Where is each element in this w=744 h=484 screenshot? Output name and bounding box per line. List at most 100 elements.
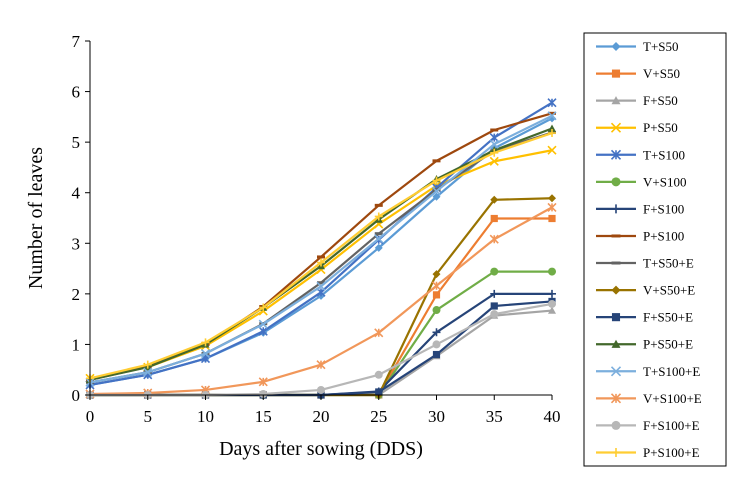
- x-tick-label: 20: [313, 407, 330, 426]
- data-point: [316, 360, 326, 370]
- legend-label: V+S50: [643, 66, 680, 81]
- data-point: [490, 267, 499, 276]
- data-point: [548, 124, 556, 132]
- legend-item: T+S100: [596, 147, 685, 162]
- data-point: [432, 188, 441, 192]
- legend-label: P+S100+E: [643, 445, 700, 460]
- data-point: [548, 194, 556, 203]
- legend-item: F+S100+E: [596, 418, 700, 433]
- legend-label: T+S100: [643, 147, 685, 162]
- y-axis-title: Number of leaves: [25, 147, 47, 289]
- data-point: [375, 388, 383, 396]
- data-point: [258, 377, 268, 387]
- data-point: [317, 385, 325, 394]
- legend-item: V+S100: [596, 174, 686, 189]
- data-point: [432, 340, 441, 349]
- legend-swatch-marker: [610, 366, 622, 377]
- data-point: [490, 214, 498, 223]
- data-point: [432, 176, 441, 185]
- series-P+S100+E: [86, 129, 556, 383]
- data-point: [374, 232, 383, 236]
- data-point: [490, 289, 499, 298]
- legend-swatch-marker: [611, 447, 621, 457]
- legend-swatch-marker: [611, 313, 621, 322]
- data-point: [547, 98, 557, 108]
- plot-area: [85, 98, 557, 399]
- legend-swatch-marker: [611, 42, 621, 52]
- series-line: [90, 300, 553, 397]
- data-point: [432, 306, 441, 315]
- data-point: [432, 291, 441, 299]
- data-point: [548, 306, 556, 314]
- legend-label: F+S50+E: [643, 310, 693, 325]
- legend-swatch-marker: [611, 177, 621, 187]
- data-point: [490, 195, 499, 204]
- data-point: [374, 243, 383, 252]
- legend-box: [583, 32, 727, 467]
- legend-label: V+S100+E: [643, 391, 702, 406]
- legend-item: T+S50+E: [596, 256, 694, 271]
- series-line: [90, 309, 553, 397]
- legend-item: V+S50+E: [596, 283, 695, 298]
- axes: [89, 41, 552, 396]
- series-F+S50+E: [86, 297, 556, 399]
- legend-label: V+S100: [643, 174, 686, 189]
- legend-item: T+S100+E: [596, 364, 700, 379]
- legend-label: T+S50: [643, 39, 679, 54]
- legend-item: P+S100+E: [596, 445, 700, 460]
- data-point: [200, 348, 211, 359]
- data-point: [143, 367, 153, 377]
- data-point: [548, 111, 556, 115]
- y-tick-label: 4: [72, 184, 81, 203]
- data-point: [547, 111, 557, 121]
- data-point: [316, 281, 326, 291]
- legend-item: F+S100: [596, 201, 684, 216]
- data-point: [547, 145, 557, 155]
- data-point: [432, 328, 441, 337]
- data-point: [143, 360, 152, 369]
- x-tick-label: 40: [544, 407, 561, 426]
- data-point: [317, 281, 325, 285]
- y-tick-label: 0: [72, 386, 81, 405]
- data-point: [547, 202, 557, 212]
- legend-swatch-marker: [610, 149, 622, 160]
- data-point: [374, 370, 383, 379]
- legend-swatch-marker: [610, 122, 622, 133]
- legend-swatch-marker: [611, 285, 621, 295]
- legend-item: V+S50: [596, 66, 680, 81]
- legend-label: P+S100: [643, 228, 684, 243]
- legend-swatch-marker: [611, 69, 621, 78]
- x-tick-label: 0: [86, 407, 95, 426]
- x-tick-label: 5: [144, 407, 153, 426]
- data-point: [432, 159, 441, 163]
- series-T+S100+E: [85, 111, 557, 387]
- x-axis-title: Days after sowing (DDS): [219, 438, 423, 460]
- data-point: [432, 270, 441, 279]
- data-point: [490, 302, 498, 310]
- data-point: [490, 128, 499, 132]
- data-point: [489, 156, 499, 166]
- legend-swatch-marker: [611, 204, 621, 214]
- data-point: [432, 192, 441, 201]
- data-point: [431, 186, 442, 196]
- legend-label: T+S50+E: [643, 256, 694, 271]
- data-point: [259, 389, 268, 398]
- y-tick-label: 6: [72, 83, 81, 102]
- series-T+S100: [85, 98, 557, 390]
- legend-label: P+S50: [643, 120, 678, 135]
- data-point: [490, 310, 499, 319]
- x-tick-labels: 0 5 10 15 20 25 30 35 40: [86, 395, 561, 426]
- series-line: [89, 101, 553, 386]
- y-tick-label: 1: [72, 335, 81, 354]
- data-point: [432, 350, 441, 359]
- legend-swatch-marker: [611, 234, 621, 238]
- series-line: [90, 302, 553, 397]
- x-tick-label: 15: [255, 407, 272, 426]
- x-tick-label: 10: [197, 407, 214, 426]
- legend-swatch-marker: [611, 339, 621, 348]
- data-point: [548, 267, 556, 276]
- data-point: [548, 299, 556, 308]
- series-F+S100: [86, 289, 556, 399]
- data-point: [374, 234, 384, 244]
- data-point: [258, 326, 268, 336]
